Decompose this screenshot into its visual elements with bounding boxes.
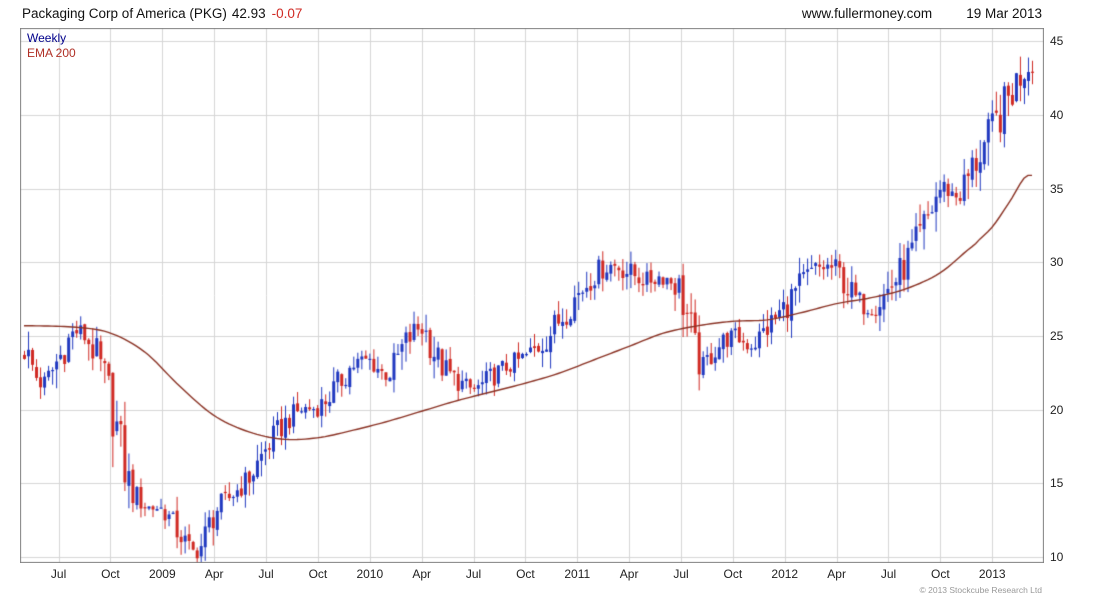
x-tick-label: 2013 bbox=[978, 567, 1006, 581]
price-chart-canvas bbox=[20, 28, 1044, 563]
x-tick-label: Jul bbox=[880, 567, 897, 581]
x-tick-label: Apr bbox=[204, 567, 224, 581]
x-tick-label: Apr bbox=[619, 567, 639, 581]
x-tick-label: Apr bbox=[412, 567, 431, 581]
x-tick-label: Jul bbox=[465, 567, 482, 581]
footer: © 2013 Stockcube Research Ltd bbox=[919, 585, 1042, 595]
x-tick-label: Oct bbox=[931, 567, 950, 581]
y-tick-label: 40 bbox=[1050, 107, 1064, 122]
y-tick-label: 15 bbox=[1050, 476, 1064, 491]
x-tick-label: Jul bbox=[258, 567, 274, 581]
y-tick-label: 35 bbox=[1050, 181, 1064, 196]
chart-header: Packaging Corp of America (PKG) 42.93 -0… bbox=[0, 0, 1100, 26]
y-tick-label: 25 bbox=[1050, 329, 1064, 344]
x-tick-label: 2010 bbox=[356, 567, 384, 581]
x-tick-label: Oct bbox=[101, 567, 120, 581]
legend-ema: EMA 200 bbox=[27, 46, 76, 60]
y-tick-label: 10 bbox=[1050, 550, 1064, 565]
x-tick-label: Oct bbox=[308, 567, 328, 581]
y-tick-label: 45 bbox=[1050, 34, 1064, 49]
instrument-title: Packaging Corp of America (PKG) bbox=[22, 5, 227, 21]
x-tick-label: 2012 bbox=[771, 567, 799, 581]
y-tick-label: 30 bbox=[1050, 255, 1064, 270]
x-tick-label: Jul bbox=[50, 567, 67, 581]
x-tick-label: 2009 bbox=[148, 567, 176, 581]
x-tick-label: Oct bbox=[516, 567, 535, 581]
x-tick-label: Oct bbox=[723, 567, 743, 581]
x-tick-label: 2011 bbox=[564, 567, 591, 581]
title-area: Packaging Corp of America (PKG) 42.93 -0… bbox=[0, 6, 302, 21]
copyright: © 2013 Stockcube Research Ltd bbox=[919, 585, 1042, 595]
chart-date: 19 Mar 2013 bbox=[966, 5, 1042, 21]
legend-timeframe: Weekly bbox=[27, 31, 67, 45]
price-change: -0.07 bbox=[271, 5, 303, 21]
x-tick-label: Jul bbox=[673, 567, 689, 581]
chart-legend: Weekly EMA 200 bbox=[27, 31, 76, 61]
last-price: 42.93 bbox=[231, 5, 266, 21]
x-tick-label: Apr bbox=[827, 567, 846, 581]
y-tick-label: 20 bbox=[1050, 402, 1064, 417]
source-area: www.fullermoney.com 19 Mar 2013 bbox=[802, 6, 1100, 21]
source-site[interactable]: www.fullermoney.com bbox=[801, 5, 933, 21]
